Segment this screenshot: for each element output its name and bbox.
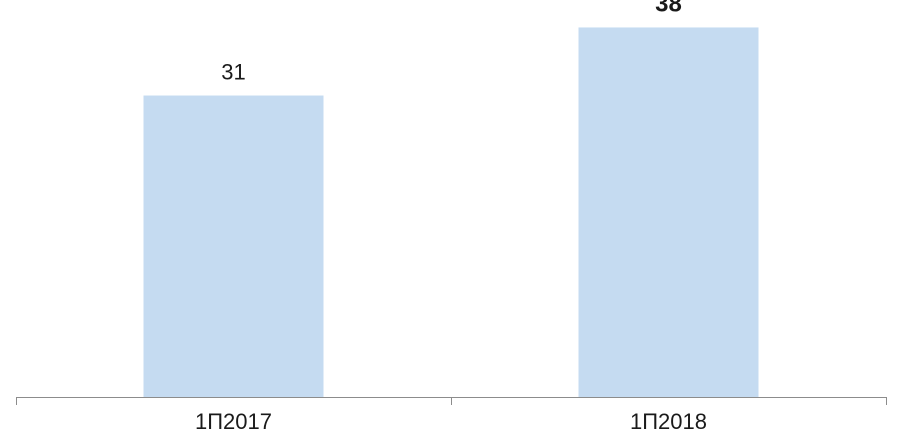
bar-value-label: 38 — [655, 0, 682, 17]
x-tick-label: 1П2018 — [630, 409, 707, 434]
bar — [578, 27, 759, 397]
x-tick-labels-group: 1П2017 1П2018 — [195, 409, 707, 434]
x-tick-label: 1П2017 — [195, 409, 272, 434]
bar — [143, 95, 324, 398]
x-axis — [16, 397, 887, 405]
value-labels-group: 31 38 — [221, 0, 682, 85]
bar-value-label: 31 — [221, 60, 245, 85]
bars-group — [143, 27, 759, 398]
